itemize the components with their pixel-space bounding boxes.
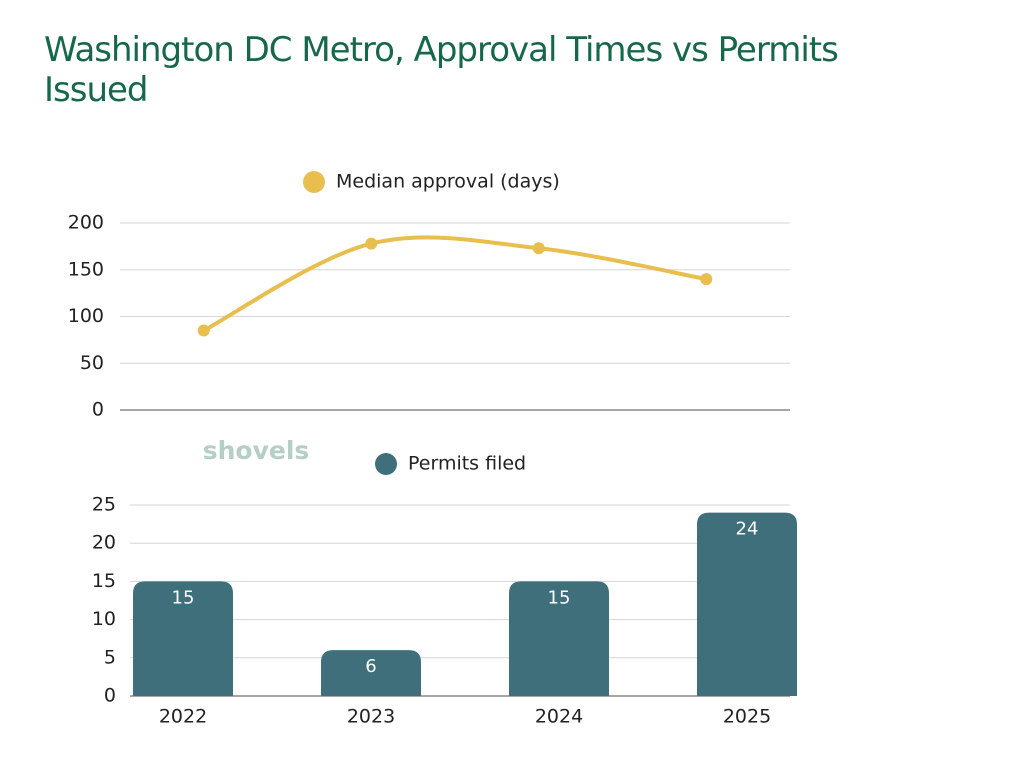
- point: [532, 242, 545, 255]
- legend-marker: [303, 171, 325, 193]
- point: [197, 324, 210, 337]
- point: [700, 273, 713, 286]
- chart-title: Washington DC Metro, Approval Times vs P…: [44, 30, 839, 110]
- y-tick-label: 5: [104, 646, 116, 668]
- title-box: Washington DC Metro, Approval Times vs P…: [44, 30, 839, 110]
- y-tick-label: 150: [68, 258, 104, 280]
- y-tick-label: 0: [104, 685, 116, 707]
- x-tick-label: 2022: [159, 706, 207, 728]
- watermark: shovels: [203, 436, 310, 465]
- bar: [321, 650, 421, 696]
- y-tick-label: 25: [92, 494, 116, 516]
- y-tick-label: 0: [92, 399, 104, 421]
- legend-label: Median approval (days): [336, 171, 560, 193]
- data-label: 6: [365, 656, 376, 677]
- data-label: 15: [548, 587, 571, 608]
- y-tick-label: 100: [68, 305, 104, 327]
- x-tick-label: 2025: [723, 706, 771, 728]
- line: [202, 235, 707, 333]
- y-tick-label: 20: [92, 532, 116, 554]
- x-tick-label: 2024: [535, 706, 583, 728]
- legend-label: Permits filed: [408, 453, 526, 475]
- legend-marker: [375, 453, 397, 475]
- y-tick-label: 200: [68, 212, 104, 234]
- bar: [509, 581, 609, 696]
- y-tick-label: 50: [80, 352, 104, 374]
- bar: [133, 581, 233, 696]
- x-tick-label: 2023: [347, 706, 395, 728]
- point: [365, 237, 378, 250]
- data-label: 15: [172, 587, 195, 608]
- y-tick-label: 15: [92, 570, 116, 592]
- bar: [697, 512, 797, 696]
- data-label: 24: [736, 519, 759, 540]
- y-tick-label: 10: [92, 608, 116, 630]
